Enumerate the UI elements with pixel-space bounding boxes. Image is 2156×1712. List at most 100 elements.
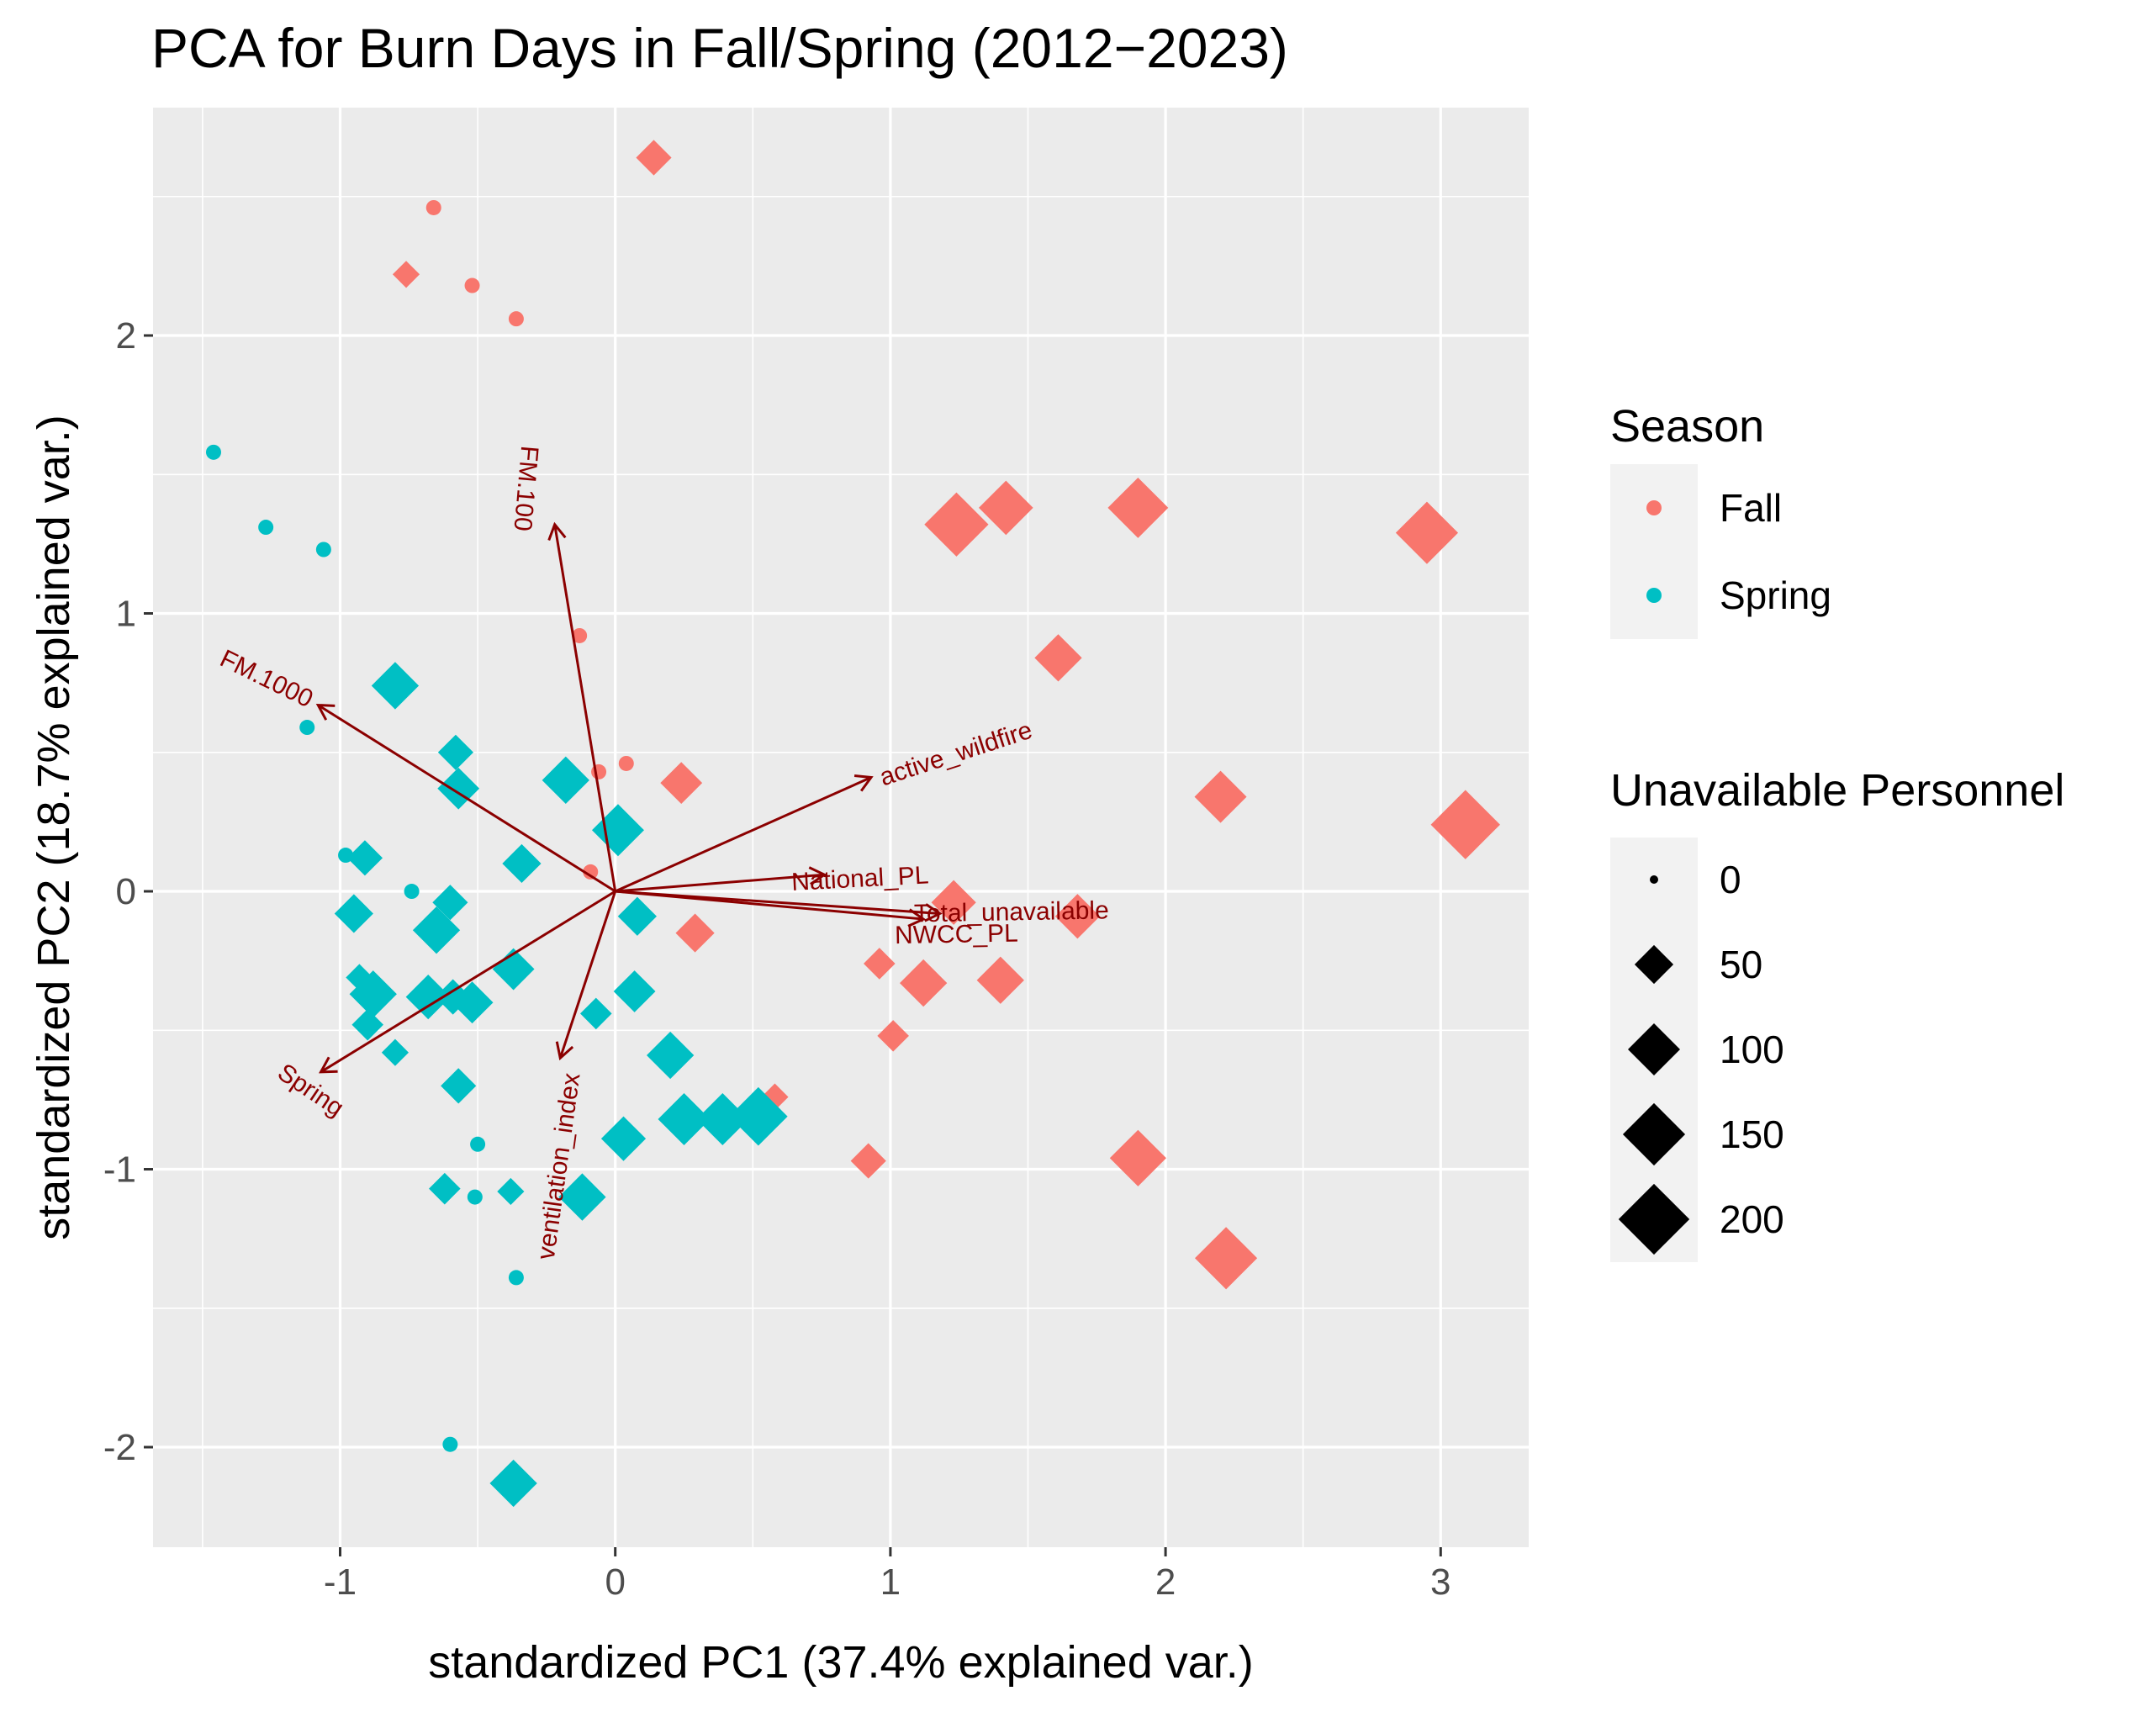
point-fall bbox=[425, 199, 441, 215]
loading-arrow-active_wildfire bbox=[615, 776, 872, 893]
legend-size-swatch bbox=[1622, 1102, 1686, 1166]
point-spring bbox=[258, 520, 274, 536]
legend-label: 100 bbox=[1720, 1028, 1784, 1071]
loading-arrowhead bbox=[853, 774, 874, 792]
x-tick-label: -1 bbox=[324, 1561, 357, 1603]
loading-arrowhead bbox=[924, 903, 943, 922]
x-axis-label: standardized PC1 (37.4% explained var.) bbox=[428, 1637, 1254, 1688]
point-fall bbox=[1034, 634, 1082, 682]
point-spring bbox=[617, 896, 657, 936]
loading-arrowhead bbox=[319, 1056, 338, 1074]
legend-season-title: Season bbox=[1610, 401, 1764, 452]
loading-arrowhead bbox=[315, 703, 336, 721]
legend-label: Fall bbox=[1720, 486, 1782, 530]
point-spring bbox=[467, 1189, 483, 1205]
loading-arrow-National_PL bbox=[615, 873, 825, 893]
point-spring bbox=[729, 1086, 788, 1146]
point-spring bbox=[658, 1093, 711, 1146]
legend-label: 150 bbox=[1720, 1112, 1784, 1156]
point-fall bbox=[464, 277, 480, 293]
point-fall bbox=[761, 1083, 789, 1111]
data-points bbox=[205, 140, 1500, 1508]
loading-arrow-FM.1000 bbox=[317, 704, 616, 893]
point-spring bbox=[205, 444, 221, 460]
point-fall bbox=[583, 864, 599, 880]
point-fall bbox=[1054, 894, 1100, 939]
point-spring bbox=[315, 542, 331, 557]
x-tick-label: 2 bbox=[1155, 1561, 1176, 1603]
legend-label: 200 bbox=[1720, 1197, 1784, 1241]
point-fall bbox=[572, 627, 588, 643]
point-fall bbox=[660, 762, 703, 805]
point-spring bbox=[558, 1173, 606, 1221]
x-tick-label: 0 bbox=[605, 1561, 625, 1603]
loading-arrowhead bbox=[547, 521, 567, 542]
point-spring bbox=[412, 906, 461, 954]
point-fall bbox=[1430, 790, 1500, 859]
point-spring bbox=[334, 894, 373, 933]
x-tick-label: 1 bbox=[880, 1561, 901, 1603]
legend-size-title: Unavailable Personnel bbox=[1610, 765, 2064, 816]
legend-size-swatch bbox=[1618, 1183, 1690, 1255]
legend-swatch-spring bbox=[1646, 588, 1662, 603]
point-fall bbox=[924, 492, 989, 557]
legend-season: Season Fall Spring bbox=[1610, 401, 1831, 639]
point-spring bbox=[613, 970, 656, 1012]
loading-arrowhead bbox=[907, 908, 927, 927]
point-fall bbox=[1107, 477, 1169, 538]
y-axis: -2 -1 0 1 2 bbox=[103, 315, 153, 1468]
point-spring bbox=[351, 1008, 384, 1041]
point-spring bbox=[508, 1270, 524, 1286]
loading-arrowhead bbox=[555, 1041, 574, 1061]
point-spring bbox=[580, 997, 612, 1030]
point-spring bbox=[432, 885, 468, 921]
y-tick-label: -1 bbox=[103, 1149, 136, 1191]
loading-arrow-Spring bbox=[320, 890, 616, 1074]
point-spring bbox=[600, 1116, 647, 1161]
loading-label: Total_unavailable bbox=[914, 896, 1109, 927]
point-spring bbox=[437, 734, 473, 770]
point-fall bbox=[979, 480, 1033, 536]
point-spring bbox=[442, 1436, 458, 1452]
loading-arrowhead bbox=[808, 866, 827, 885]
point-spring bbox=[646, 1031, 695, 1080]
point-fall bbox=[850, 1143, 886, 1179]
point-spring bbox=[346, 840, 383, 876]
point-fall bbox=[900, 959, 948, 1007]
loading-arrow-FM.100 bbox=[553, 524, 617, 892]
point-fall bbox=[877, 1020, 909, 1052]
point-spring bbox=[492, 948, 535, 991]
legend-swatch-fall bbox=[1646, 500, 1662, 515]
point-spring bbox=[429, 1172, 461, 1205]
point-spring bbox=[489, 1459, 537, 1508]
point-spring bbox=[371, 662, 420, 710]
point-fall bbox=[931, 880, 976, 925]
point-spring bbox=[451, 981, 494, 1024]
point-fall bbox=[976, 956, 1024, 1004]
point-spring bbox=[497, 1177, 525, 1206]
loading-arrow-NWCC_PL bbox=[615, 890, 924, 921]
point-fall bbox=[508, 311, 524, 327]
point-fall bbox=[636, 140, 672, 176]
legend-size-swatch bbox=[1634, 944, 1674, 985]
x-tick-label: 3 bbox=[1430, 1561, 1451, 1603]
legend-size: Unavailable Personnel 0 50 100 150 200 bbox=[1610, 765, 2064, 1262]
chart-title: PCA for Burn Days in Fall/Spring (2012−2… bbox=[151, 17, 1288, 79]
point-spring bbox=[591, 804, 644, 857]
y-axis-label: standardized PC2 (18.7% explained var.) bbox=[29, 415, 79, 1240]
legend-label: Spring bbox=[1720, 573, 1831, 617]
point-spring bbox=[470, 1136, 486, 1152]
y-tick-label: 2 bbox=[116, 315, 136, 357]
loading-arrow-ventilation_index bbox=[558, 890, 617, 1059]
point-spring bbox=[696, 1093, 749, 1146]
point-spring bbox=[502, 843, 542, 884]
point-spring bbox=[405, 975, 451, 1020]
point-fall bbox=[618, 755, 634, 771]
point-fall bbox=[1395, 501, 1459, 564]
point-spring bbox=[542, 756, 589, 804]
point-fall bbox=[1109, 1129, 1166, 1186]
legend-size-swatch bbox=[1650, 875, 1658, 884]
point-spring bbox=[404, 884, 420, 900]
y-tick-label: 1 bbox=[116, 594, 136, 635]
